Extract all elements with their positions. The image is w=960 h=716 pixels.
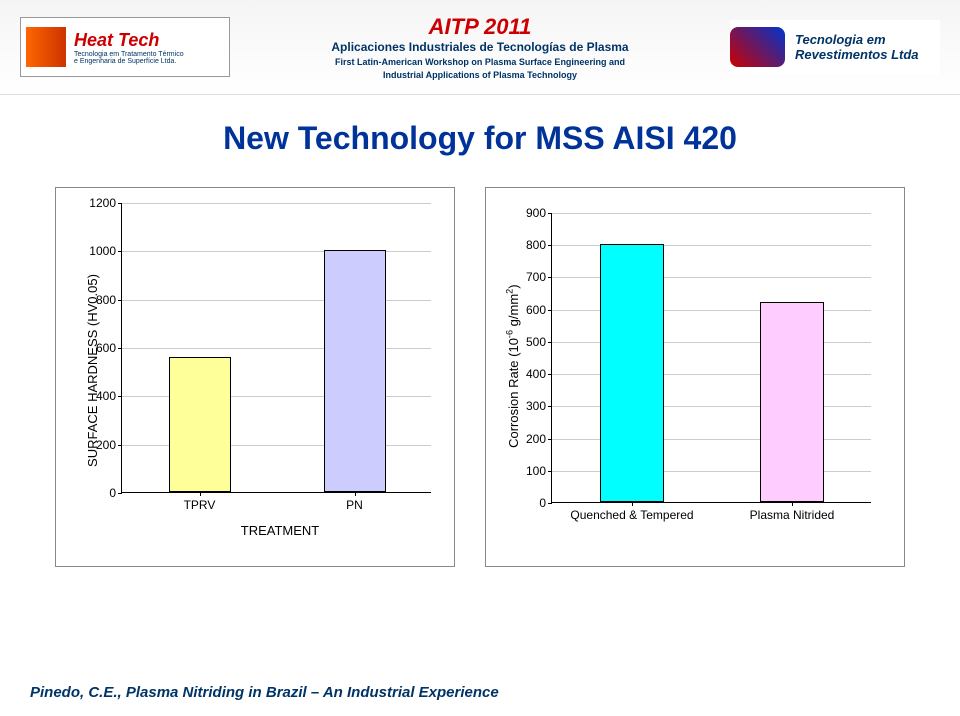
charts-container: SURFACE HARDNESS (HV0.05) 02004006008001… — [0, 157, 960, 567]
y-tick-mark — [118, 203, 122, 204]
y-tick-mark — [548, 471, 552, 472]
y-tick-mark — [118, 348, 122, 349]
header-center: AITP 2011 Aplicaciones Industriales de T… — [230, 14, 730, 80]
footer-citation: Pinedo, C.E., Plasma Nitriding in Brazil… — [30, 684, 499, 701]
logo-hts: Tecnologia em Revestimentos Ltda — [730, 20, 940, 75]
y-tick-mark — [548, 503, 552, 504]
y-tick-mark — [548, 439, 552, 440]
y-tick-mark — [118, 396, 122, 397]
hts-icon — [730, 27, 785, 67]
bar — [324, 250, 386, 492]
x-tick-mark — [632, 502, 633, 506]
header: Heat Tech Tecnologia em Tratamento Térmi… — [0, 0, 960, 95]
x-tick-mark — [792, 502, 793, 506]
bar — [600, 244, 664, 502]
y-tick-mark — [548, 277, 552, 278]
chart1-x-label: TREATMENT — [121, 523, 439, 538]
chart2-y-label: Corrosion Rate (10-6 g/mm2) — [505, 284, 521, 447]
logo-left-sub2: e Engenharia de Superfície Ltda. — [74, 58, 184, 65]
y-tick-mark — [548, 406, 552, 407]
chart2-plot-area: 0100200300400500600700800900Quenched & T… — [551, 213, 871, 503]
x-tick-mark — [200, 492, 201, 496]
y-tick-mark — [548, 342, 552, 343]
logo-left-sub1: Tecnologia em Tratamento Térmico — [74, 51, 184, 58]
y-tick-mark — [118, 300, 122, 301]
page-title: New Technology for MSS AISI 420 — [0, 120, 960, 157]
y-tick-mark — [118, 251, 122, 252]
gridline — [552, 213, 871, 214]
chart1-plot-area: 020040060080010001200TPRVPN — [121, 203, 431, 493]
chart-corrosion-rate: Corrosion Rate (10-6 g/mm2) 010020030040… — [485, 187, 905, 567]
y-tick-mark — [118, 493, 122, 494]
bar — [760, 302, 824, 502]
y-tick-mark — [548, 245, 552, 246]
header-subtitle1: Aplicaciones Industriales de Tecnologías… — [240, 40, 720, 54]
header-subtitle3: Industrial Applications of Plasma Techno… — [240, 70, 720, 80]
gridline — [122, 203, 431, 204]
y-tick-mark — [118, 445, 122, 446]
logo-left-main: Heat Tech — [74, 30, 184, 51]
heat-tech-icon — [26, 27, 66, 67]
logo-right-line1: Tecnologia em — [795, 32, 919, 47]
header-subtitle2: First Latin-American Workshop on Plasma … — [240, 57, 720, 67]
y-tick-mark — [548, 213, 552, 214]
y-tick-mark — [548, 310, 552, 311]
chart-surface-hardness: SURFACE HARDNESS (HV0.05) 02004006008001… — [55, 187, 455, 567]
x-tick-mark — [355, 492, 356, 496]
logo-right-line2: Revestimentos Ltda — [795, 47, 919, 62]
header-title: AITP 2011 — [240, 14, 720, 40]
bar — [169, 357, 231, 492]
y-tick-mark — [548, 374, 552, 375]
logo-heat-tech: Heat Tech Tecnologia em Tratamento Térmi… — [20, 17, 230, 77]
